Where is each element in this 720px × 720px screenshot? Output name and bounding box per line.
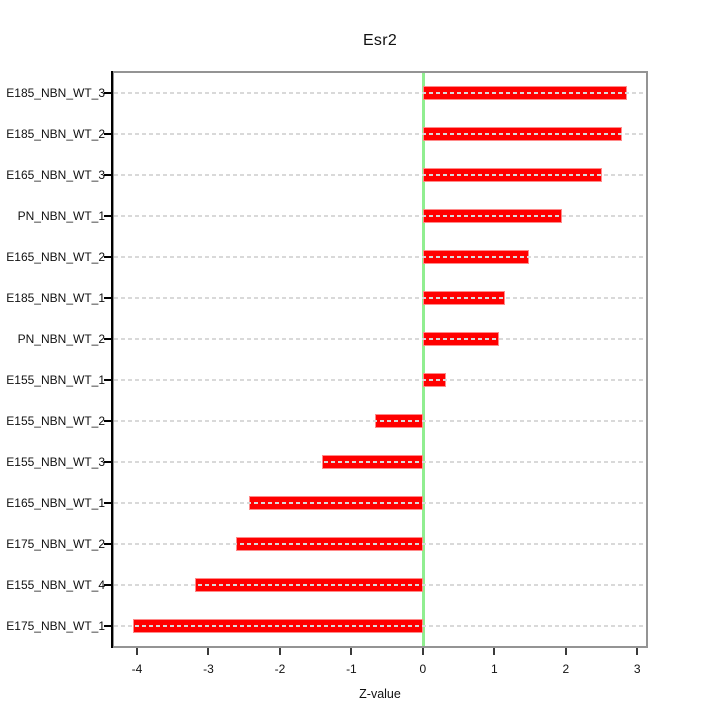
- plot-area: [112, 71, 648, 648]
- y-axis-tick: [104, 420, 112, 422]
- y-axis-category-label: E165_NBN_WT_3: [6, 168, 105, 182]
- y-axis-category-label: E155_NBN_WT_1: [6, 373, 105, 387]
- gridline: [114, 133, 646, 135]
- gridline: [114, 379, 646, 381]
- y-axis-category-label: E155_NBN_WT_3: [6, 455, 105, 469]
- y-axis-category-label: PN_NBN_WT_1: [17, 209, 105, 223]
- y-axis-category-label: E185_NBN_WT_3: [6, 86, 105, 100]
- x-axis-tick-label: -1: [346, 662, 357, 676]
- y-axis-tick: [104, 625, 112, 627]
- y-axis-category-label: E155_NBN_WT_2: [6, 414, 105, 428]
- chart-title: Esr2: [362, 32, 398, 49]
- y-axis-tick: [104, 584, 112, 586]
- gridline: [114, 174, 646, 176]
- y-axis-tick: [104, 297, 112, 299]
- x-axis-title: Z-value: [359, 687, 401, 701]
- gridline: [114, 625, 646, 627]
- gridline: [114, 338, 646, 340]
- y-axis-tick: [104, 92, 112, 94]
- gridline: [114, 256, 646, 258]
- y-axis-line: [111, 71, 113, 648]
- x-axis-tick-label: -2: [274, 662, 286, 676]
- y-axis-category-label: E185_NBN_WT_2: [6, 127, 105, 141]
- x-axis-tick: [493, 648, 496, 655]
- gridline: [114, 502, 646, 504]
- gridline: [114, 420, 646, 422]
- y-axis-category-label: PN_NBN_WT_2: [17, 332, 105, 346]
- y-axis-tick: [104, 215, 112, 217]
- y-axis-tick: [104, 461, 112, 463]
- gridline: [114, 584, 646, 586]
- y-axis-category-label: E175_NBN_WT_2: [6, 537, 105, 551]
- x-axis-tick-label: 2: [562, 662, 570, 676]
- y-axis-tick: [104, 338, 112, 340]
- zero-reference-line: [421, 73, 425, 646]
- x-axis-tick: [564, 648, 567, 655]
- x-axis-tick-label: -4: [131, 662, 143, 676]
- x-axis-tick-label: 0: [419, 662, 427, 676]
- y-axis-tick: [104, 379, 112, 381]
- x-axis-tick: [636, 648, 639, 655]
- x-axis-tick-label: 3: [633, 662, 641, 676]
- x-axis-tick-label: 1: [491, 662, 498, 676]
- x-axis-tick: [421, 648, 424, 655]
- y-axis-tick: [104, 133, 112, 135]
- gridline: [114, 543, 646, 545]
- y-axis-category-label: E165_NBN_WT_1: [6, 496, 105, 510]
- x-axis-tick: [136, 648, 138, 655]
- y-axis-category-label: E175_NBN_WT_1: [6, 619, 105, 633]
- y-axis-category-label: E165_NBN_WT_2: [6, 250, 105, 264]
- x-axis-tick: [350, 648, 353, 655]
- x-axis-tick-label: -3: [203, 662, 214, 676]
- gridline: [114, 461, 646, 463]
- x-axis-tick: [207, 648, 210, 655]
- y-axis-category-label: E155_NBN_WT_4: [6, 578, 105, 592]
- y-axis-tick: [104, 543, 112, 545]
- x-axis-tick: [278, 648, 281, 655]
- gridline: [114, 92, 646, 94]
- y-axis-tick: [104, 174, 112, 176]
- y-axis-category-label: E185_NBN_WT_1: [6, 291, 105, 305]
- gridline: [114, 215, 646, 217]
- y-axis-tick: [104, 256, 112, 258]
- gridline: [114, 297, 646, 299]
- y-axis-tick: [104, 502, 112, 504]
